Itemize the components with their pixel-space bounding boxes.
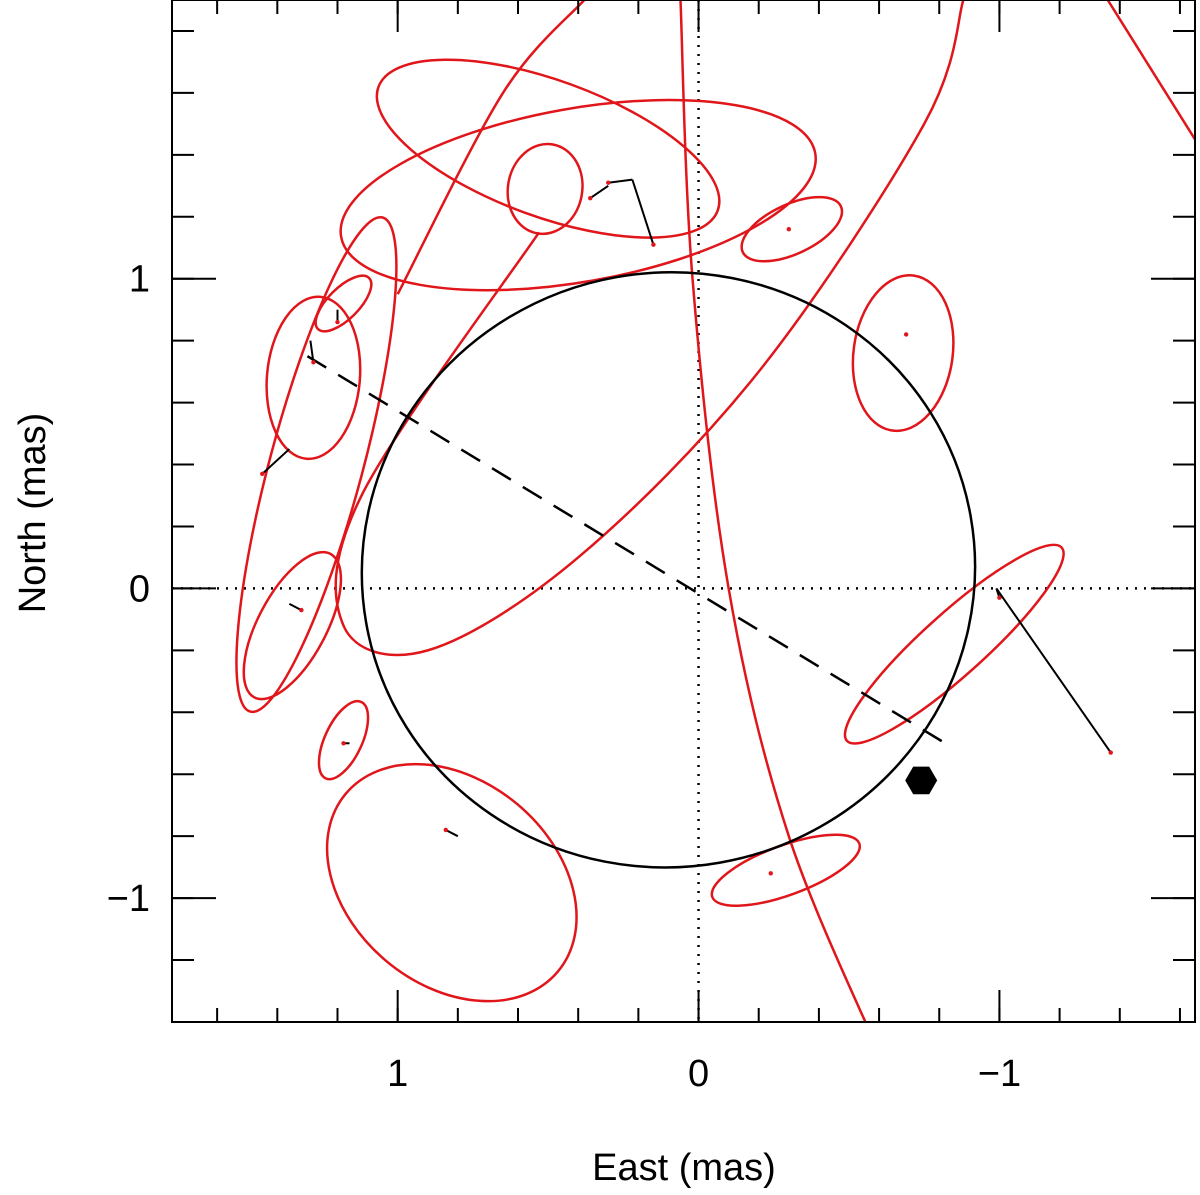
measurement-point <box>335 319 340 325</box>
current-position-marker <box>905 766 938 795</box>
error-ellipse <box>740 195 844 263</box>
residual-line <box>631 179 655 245</box>
x-tick-label: 0 <box>688 1053 709 1095</box>
error-ellipse <box>314 274 373 333</box>
error-ellipse <box>710 833 862 907</box>
measurement-point <box>651 242 656 247</box>
error-ellipse <box>317 699 370 781</box>
measurement-point <box>311 360 316 365</box>
error-ellipse <box>851 274 955 433</box>
measurement-point <box>606 180 611 185</box>
error-ellipse-arc <box>1106 0 1195 141</box>
measurement-point <box>997 595 1002 600</box>
line-of-nodes <box>306 355 946 745</box>
orbit-layer <box>260 178 1113 876</box>
measurement-point <box>786 226 792 232</box>
error-ellipse <box>265 295 362 461</box>
error-ellipse-arc <box>679 0 867 1022</box>
measurement-point <box>903 332 909 337</box>
measurement-point <box>299 607 304 613</box>
error-ellipses <box>235 0 1195 1022</box>
residual-line <box>309 340 315 363</box>
y-axis-title: North (mas) <box>12 413 54 614</box>
plot-frame <box>171 0 1196 1023</box>
measurement-point <box>341 741 346 746</box>
measurement-point <box>443 827 449 833</box>
residual-line <box>995 587 1112 754</box>
error-ellipse-arc <box>334 0 965 657</box>
error-ellipse <box>843 543 1065 745</box>
axes-frame: 1 0 −1 1 0 −1 <box>107 0 1196 1095</box>
orbit-ellipse <box>360 270 977 869</box>
x-tick-label: −1 <box>978 1053 1021 1095</box>
measurement-point <box>1108 750 1113 755</box>
residual-line <box>445 829 459 838</box>
y-tick-label: 1 <box>129 259 150 301</box>
grid-layer <box>172 0 1195 1022</box>
error-ellipse <box>375 58 721 239</box>
measurement-point <box>768 871 773 876</box>
residual-line <box>288 603 302 611</box>
residual-line <box>589 184 609 200</box>
residual-line <box>261 448 291 475</box>
error-ellipse-arc <box>396 0 586 295</box>
error-ellipse <box>235 215 398 714</box>
measurement-point <box>260 471 265 477</box>
y-tick-label: −1 <box>107 878 150 920</box>
x-tick-label: 1 <box>387 1053 408 1095</box>
error-ellipse <box>325 762 578 1003</box>
error-ellipse <box>339 98 817 292</box>
error-ellipse <box>242 550 343 701</box>
x-axis-title: East (mas) <box>592 1147 776 1189</box>
error-ellipse <box>506 142 584 236</box>
residual-line <box>608 178 633 184</box>
measurement-point <box>588 196 593 201</box>
y-tick-label: 0 <box>129 568 150 610</box>
